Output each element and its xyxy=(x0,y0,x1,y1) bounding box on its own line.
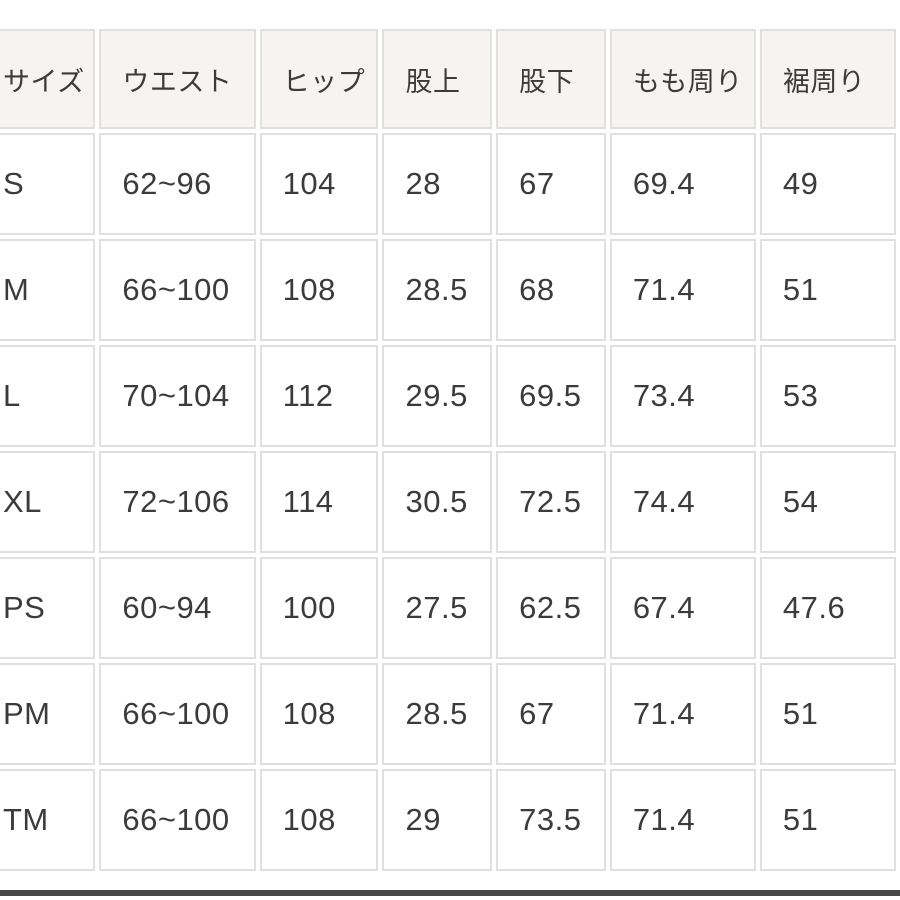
hip-value: 112 xyxy=(259,345,379,447)
size-label: L xyxy=(0,345,96,447)
table-row-tm: TM 66~100 108 29 73.5 71.4 51 xyxy=(0,769,896,871)
size-chart-table: サイズ ウエスト ヒップ 股上 股下 もも周り 裾周り S 62~96 104 … xyxy=(0,25,900,875)
column-header-hem: 裾周り xyxy=(759,29,896,129)
thigh-value: 73.4 xyxy=(609,345,756,447)
waist-value: 66~100 xyxy=(99,239,256,341)
inseam-value: 62.5 xyxy=(496,557,606,659)
table-row-l: L 70~104 112 29.5 69.5 73.4 53 xyxy=(0,345,896,447)
rise-value: 29 xyxy=(382,769,493,871)
size-label: S xyxy=(0,133,96,235)
table-row-xl: XL 72~106 114 30.5 72.5 74.4 54 xyxy=(0,451,896,553)
rise-value: 28.5 xyxy=(382,239,493,341)
inseam-value: 73.5 xyxy=(496,769,606,871)
waist-value: 66~100 xyxy=(99,663,256,765)
waist-value: 70~104 xyxy=(99,345,256,447)
column-header-thigh: もも周り xyxy=(609,29,756,129)
size-chart-body: S 62~96 104 28 67 69.4 49 M 66~100 108 2… xyxy=(0,133,896,871)
column-header-hip: ヒップ xyxy=(259,29,379,129)
section-divider xyxy=(0,890,900,896)
column-header-inseam: 股下 xyxy=(496,29,606,129)
hem-value: 51 xyxy=(759,769,896,871)
table-row-pm: PM 66~100 108 28.5 67 71.4 51 xyxy=(0,663,896,765)
thigh-value: 71.4 xyxy=(609,239,756,341)
table-row-m: M 66~100 108 28.5 68 71.4 51 xyxy=(0,239,896,341)
size-label: M xyxy=(0,239,96,341)
hip-value: 100 xyxy=(259,557,379,659)
table-row-s: S 62~96 104 28 67 69.4 49 xyxy=(0,133,896,235)
hip-value: 108 xyxy=(259,769,379,871)
thigh-value: 69.4 xyxy=(609,133,756,235)
hem-value: 51 xyxy=(759,239,896,341)
rise-value: 28 xyxy=(382,133,493,235)
table-row-ps: PS 60~94 100 27.5 62.5 67.4 47.6 xyxy=(0,557,896,659)
waist-value: 66~100 xyxy=(99,769,256,871)
column-header-rise: 股上 xyxy=(382,29,493,129)
waist-value: 72~106 xyxy=(99,451,256,553)
hem-value: 51 xyxy=(759,663,896,765)
size-label: PS xyxy=(0,557,96,659)
inseam-value: 69.5 xyxy=(496,345,606,447)
size-label: TM xyxy=(0,769,96,871)
hip-value: 104 xyxy=(259,133,379,235)
inseam-value: 67 xyxy=(496,663,606,765)
rise-value: 29.5 xyxy=(382,345,493,447)
size-chart-header-row: サイズ ウエスト ヒップ 股上 股下 もも周り 裾周り xyxy=(0,29,896,129)
rise-value: 27.5 xyxy=(382,557,493,659)
waist-value: 62~96 xyxy=(99,133,256,235)
size-label: PM xyxy=(0,663,96,765)
column-header-size: サイズ xyxy=(0,29,96,129)
thigh-value: 71.4 xyxy=(609,769,756,871)
size-chart-container: サイズ ウエスト ヒップ 股上 股下 もも周り 裾周り S 62~96 104 … xyxy=(0,25,900,875)
hem-value: 49 xyxy=(759,133,896,235)
waist-value: 60~94 xyxy=(99,557,256,659)
hem-value: 53 xyxy=(759,345,896,447)
inseam-value: 67 xyxy=(496,133,606,235)
inseam-value: 72.5 xyxy=(496,451,606,553)
hem-value: 54 xyxy=(759,451,896,553)
hip-value: 108 xyxy=(259,663,379,765)
header-row: サイズ ウエスト ヒップ 股上 股下 もも周り 裾周り xyxy=(0,29,896,129)
rise-value: 28.5 xyxy=(382,663,493,765)
thigh-value: 71.4 xyxy=(609,663,756,765)
size-label: XL xyxy=(0,451,96,553)
thigh-value: 67.4 xyxy=(609,557,756,659)
thigh-value: 74.4 xyxy=(609,451,756,553)
hip-value: 114 xyxy=(259,451,379,553)
column-header-waist: ウエスト xyxy=(99,29,256,129)
rise-value: 30.5 xyxy=(382,451,493,553)
inseam-value: 68 xyxy=(496,239,606,341)
hem-value: 47.6 xyxy=(759,557,896,659)
hip-value: 108 xyxy=(259,239,379,341)
